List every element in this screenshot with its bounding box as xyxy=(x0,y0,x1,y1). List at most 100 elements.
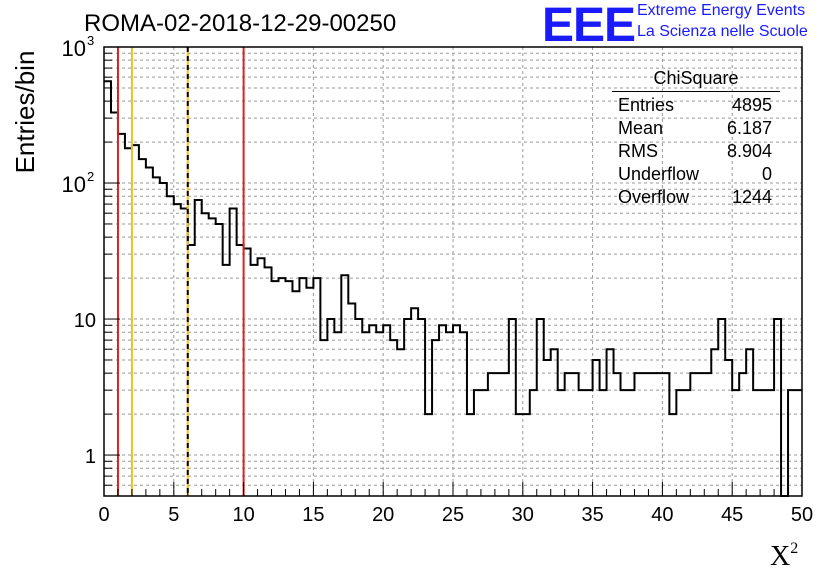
stats-row-rms: RMS 8.904 xyxy=(612,140,780,163)
histogram-bin xyxy=(683,390,690,496)
histogram-bin xyxy=(327,319,334,496)
histogram-bin xyxy=(732,390,739,496)
x-axis-label: X2 xyxy=(770,540,798,572)
histogram-bin xyxy=(572,373,579,496)
x-tick-labels: 0 5 10 15 20 25 30 35 40 45 50 xyxy=(98,504,813,526)
x-tick-label: 50 xyxy=(791,504,813,526)
histogram-bin xyxy=(558,390,565,496)
histogram-bin xyxy=(544,360,551,496)
histogram-bin xyxy=(418,319,425,496)
stats-value: 1244 xyxy=(731,187,772,207)
stats-value: 6.187 xyxy=(726,118,772,138)
reference-lines xyxy=(116,47,245,496)
y-tick-label: 10 xyxy=(62,172,86,197)
eee-logo: EEE xyxy=(542,0,636,52)
stats-row-underflow: Underflow 0 xyxy=(612,163,780,186)
x-axis-label-sup: 2 xyxy=(790,540,798,557)
histogram-bin xyxy=(230,208,237,496)
histogram-bin xyxy=(739,373,746,496)
stats-label: RMS xyxy=(618,141,658,161)
histogram-bin xyxy=(341,275,348,496)
histogram-bin xyxy=(195,200,202,496)
y-axis-label: Entries/bin xyxy=(10,51,40,174)
histogram-bin xyxy=(760,390,767,496)
histogram-bin xyxy=(481,390,488,496)
histogram-bin xyxy=(181,208,188,496)
histogram-series xyxy=(104,80,802,497)
histogram-bin xyxy=(593,360,600,496)
histogram-bin xyxy=(488,373,495,496)
histogram-bin xyxy=(432,340,439,496)
histogram-bin xyxy=(383,325,390,496)
histogram-bin xyxy=(118,134,125,496)
histogram-bin xyxy=(697,373,704,496)
histogram-bin xyxy=(202,213,209,496)
x-tick-label: 35 xyxy=(581,504,603,526)
x-tick-label: 0 xyxy=(98,504,109,526)
histogram-bin xyxy=(299,278,306,496)
histogram-bin xyxy=(662,373,669,496)
histogram-bin xyxy=(753,390,760,496)
histogram-bin xyxy=(607,349,614,496)
histogram-bin xyxy=(209,218,216,496)
histogram-bin xyxy=(439,325,446,496)
y-tick-label-sup: 3 xyxy=(87,33,94,48)
histogram-bin xyxy=(279,278,286,496)
histogram-bin xyxy=(718,319,725,496)
histogram-bin xyxy=(474,390,481,496)
histogram-bin xyxy=(767,390,774,496)
histogram-bin xyxy=(174,204,181,496)
x-tick-label: 20 xyxy=(372,504,394,526)
y-tick-label: 10 xyxy=(62,36,86,61)
histogram-bin xyxy=(285,281,292,496)
stats-label: Overflow xyxy=(618,187,690,207)
histogram-bin xyxy=(237,245,244,496)
x-tick-label: 5 xyxy=(168,504,179,526)
y-tick-label: 10 xyxy=(74,310,96,332)
histogram-bin xyxy=(139,159,146,496)
histogram-bin xyxy=(188,245,195,496)
histogram-bin xyxy=(132,145,139,496)
stats-label: Mean xyxy=(618,118,664,138)
histogram-bin xyxy=(397,349,404,496)
histogram-bin xyxy=(502,373,509,496)
histogram-bin xyxy=(600,390,607,496)
histogram-bin xyxy=(628,390,635,496)
histogram-bin xyxy=(530,390,537,496)
histogram-bin xyxy=(621,390,628,496)
histogram-bin xyxy=(655,373,662,496)
histogram-bin xyxy=(788,390,795,496)
run-title: ROMA-02-2018-12-29-00250 xyxy=(84,10,397,37)
axis-ticks xyxy=(103,46,803,497)
histogram-bin xyxy=(614,373,621,496)
histogram-bin xyxy=(369,325,376,496)
histogram-bin xyxy=(320,340,327,496)
x-tick-label: 15 xyxy=(302,504,324,526)
histogram-bin xyxy=(579,390,586,496)
histogram-bin xyxy=(404,319,411,496)
histogram-outline xyxy=(104,80,802,497)
x-tick-label: 45 xyxy=(721,504,743,526)
histogram-bin xyxy=(711,349,718,496)
x-tick-label: 40 xyxy=(651,504,673,526)
histogram-bin xyxy=(167,196,174,496)
histogram-bin xyxy=(537,319,544,496)
histogram-bin xyxy=(355,319,362,496)
histogram-bin xyxy=(586,390,593,496)
x-tick-label: 30 xyxy=(512,504,534,526)
histogram-bin xyxy=(690,373,697,496)
histogram-bin xyxy=(258,258,265,496)
stats-row-mean: Mean 6.187 xyxy=(612,117,780,140)
histogram-bin xyxy=(551,349,558,496)
logo-line-1: Extreme Energy Events xyxy=(637,2,806,19)
histogram-bin xyxy=(104,81,111,496)
histogram-bin xyxy=(244,249,251,496)
histogram-bin xyxy=(634,373,641,496)
stats-title: ChiSquare xyxy=(612,68,780,92)
x-axis-label-base: X xyxy=(770,541,790,572)
histogram-bin xyxy=(495,373,502,496)
histogram-bin xyxy=(704,373,711,496)
y-tick-label-sup: 2 xyxy=(87,169,94,184)
